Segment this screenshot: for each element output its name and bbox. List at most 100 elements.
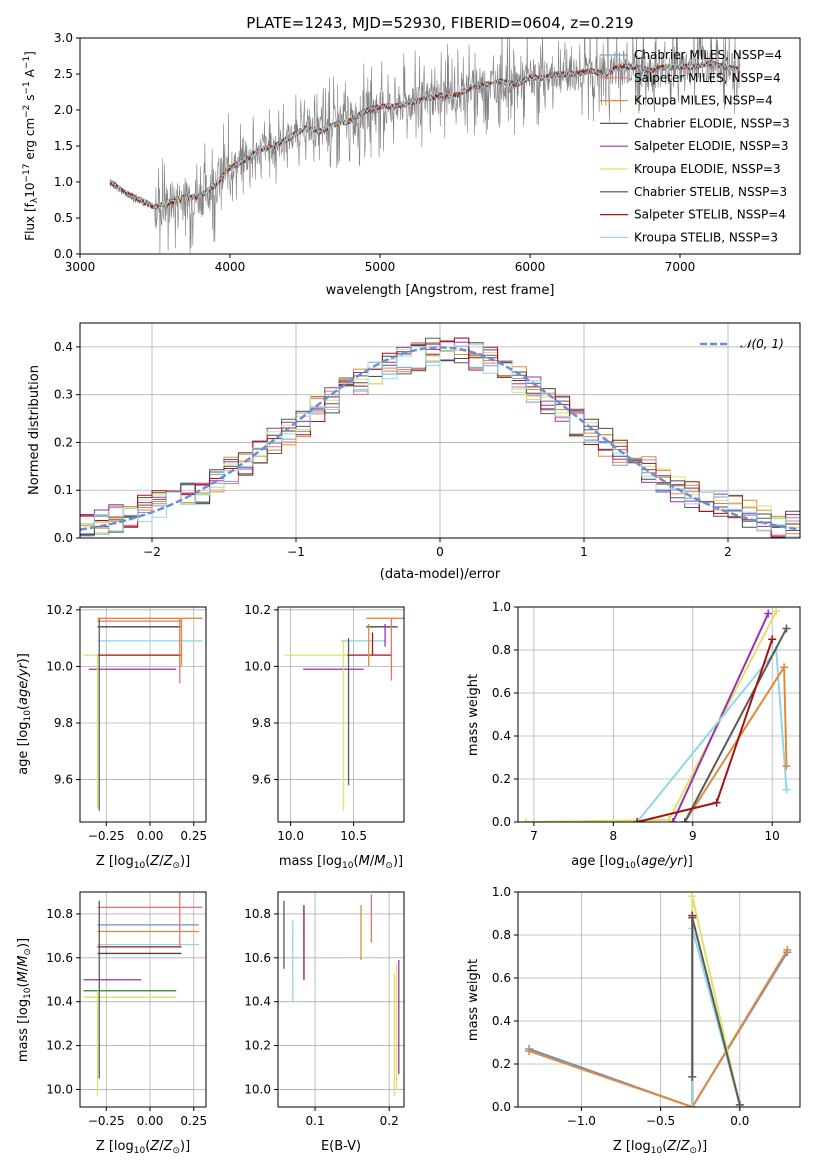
x-tick-label: 6000 [515, 260, 546, 274]
mass-vs-EBV-xlabel: E(B-V) [321, 1139, 361, 1154]
legend-label: Kroupa STELIB, NSSP=3 [634, 230, 778, 244]
y-tick-label: 10.0 [46, 1082, 73, 1096]
gaussian-curve [79, 346, 801, 531]
data-point-marker [735, 1100, 744, 1107]
y-tick-label: 0.1 [54, 483, 73, 497]
residuals-ylabel: Normed distribution [27, 365, 42, 495]
x-tick-label: 0.25 [180, 829, 207, 843]
y-tick-label: 0.8 [492, 928, 511, 942]
age-vs-Z-ylabel: age [log10(age/yr)] [16, 653, 33, 775]
data-point-marker [668, 818, 677, 822]
y-tick-label: 0.3 [54, 388, 73, 402]
data-point-marker [782, 762, 791, 771]
svg-text:mass [log10(M/M⊙)]: mass [log10(M/M⊙)] [279, 854, 403, 871]
mass-vs-Z-panel: −0.25 0.00 0.25 10.0 10.2 10.4 10.6 10.8 [46, 891, 207, 1128]
y-tick-label: 0.0 [54, 247, 73, 261]
x-tick-label: 3000 [65, 260, 96, 274]
svg-text:mass weight: mass weight [466, 959, 481, 1041]
y-tick-label: 10.8 [46, 907, 73, 921]
data-point-marker [688, 1103, 697, 1107]
data-point-marker [688, 913, 697, 922]
y-tick-label: 9.6 [54, 773, 73, 787]
y-tick-label: 10.4 [244, 995, 271, 1009]
mass-weight-line [636, 638, 774, 822]
panel-frame [79, 891, 207, 1108]
mass-weight-line [528, 951, 789, 1107]
y-tick-label: 2.0 [54, 103, 73, 117]
svg-text:age [log10(age/yr)]: age [log10(age/yr)] [571, 854, 693, 871]
x-tick-label: 0.00 [137, 829, 164, 843]
panel-marks [83, 892, 203, 1097]
data-point-marker [688, 892, 697, 901]
y-tick-label: 0.4 [54, 340, 73, 354]
panel-marks [283, 894, 400, 1097]
data-point-marker [780, 663, 789, 672]
spectrum-data-line [109, 38, 741, 254]
y-tick-label: 10.2 [46, 603, 73, 617]
y-tick-label: 0.2 [492, 772, 511, 786]
y-tick-label: 0.6 [492, 686, 511, 700]
x-tick-label: 2 [724, 545, 732, 559]
mass-vs-Z-ylabel: mass [log10(M/M⊙)] [16, 938, 33, 1062]
mass-weight-vs-age-panel: 7 8 9 10 0.0 0.2 0.4 0.6 0.8 1.0 [492, 600, 801, 843]
spectrum-xlabel: wavelength [Angstrom, rest frame] [326, 283, 555, 298]
y-tick-label: 1.5 [54, 139, 73, 153]
residuals-plot-area: −2 −1 0 1 2 0.0 0.1 0.2 0.3 0.4 [54, 323, 801, 559]
mass-weight-age-ylabel: mass weight [466, 674, 481, 756]
y-tick-label: 0.8 [492, 643, 511, 657]
data-point-marker [772, 607, 781, 616]
panel-frame [517, 891, 801, 1108]
legend-label: Kroupa MILES, NSSP=4 [634, 94, 773, 108]
mass-vs-EBV-panel: 0.1 0.2 10.0 10.2 10.4 10.6 10.8 [244, 891, 405, 1128]
spectrum-model-line [109, 61, 741, 210]
x-tick-label: 10.0 [277, 829, 304, 843]
panel-frame [277, 606, 405, 823]
data-point-marker [782, 624, 791, 633]
y-tick-label: 0.0 [492, 1100, 511, 1114]
x-tick-label: −2 [143, 545, 161, 559]
y-tick-label: 10.2 [244, 1039, 271, 1053]
gaussian-legend-label: 𝒩(0, 1) [740, 337, 784, 351]
y-tick-label: 0.0 [54, 531, 73, 545]
data-point-marker [688, 1072, 697, 1081]
x-tick-label: 10.5 [340, 829, 367, 843]
x-tick-label: 7000 [665, 260, 696, 274]
panel-frame [277, 891, 405, 1108]
x-tick-label: 0.25 [180, 1114, 207, 1128]
panel-frame [517, 606, 801, 823]
svg-text:Z [log10(Z/Z⊙)]: Z [log10(Z/Z⊙)] [613, 1139, 707, 1156]
x-tick-label: 0.1 [306, 1114, 325, 1128]
y-tick-label: 10.0 [244, 1082, 271, 1096]
svg-text:mass weight: mass weight [466, 674, 481, 756]
x-tick-label: 5000 [365, 260, 396, 274]
data-point-marker [680, 818, 689, 822]
residuals-panel: −2 −1 0 1 2 0.0 0.1 0.2 0.3 0.4 (data-model)/erro… [27, 322, 801, 582]
y-tick-label: 10.6 [46, 951, 73, 965]
panel-marks [521, 607, 791, 822]
y-tick-label: 10.0 [46, 659, 73, 673]
age-vs-mass-panel: 10.0 10.5 9.6 9.8 10.0 10.2 [244, 603, 405, 843]
legend-label: Salpeter ELODIE, NSSP=3 [634, 139, 789, 153]
svg-text:mass [log10(M/M⊙)]: mass [log10(M/M⊙)] [16, 938, 33, 1062]
residuals-xlabel: (data-model)/error [380, 567, 501, 582]
spectrum-title: PLATE=1243, MJD=52930, FIBERID=0604, z=0… [246, 14, 633, 32]
svg-text:E(B-V): E(B-V) [321, 1139, 361, 1154]
svg-text:age [log10(age/yr)]: age [log10(age/yr)] [16, 653, 33, 775]
data-point-marker [764, 609, 773, 618]
x-tick-label: −0.25 [88, 1114, 125, 1128]
spectrum-panel: PLATE=1243, MJD=52930, FIBERID=0604, z=0… [22, 14, 801, 298]
panel-marks [525, 892, 792, 1107]
mass-weight-vs-Z-panel: −1.0 −0.5 0.0 0.0 0.2 0.4 0.6 0.8 1.0 [492, 885, 801, 1128]
mass-vs-Z-xlabel: Z [log10(Z/Z⊙)] [96, 1139, 190, 1156]
age-vs-mass-xlabel: mass [log10(M/M⊙)] [279, 854, 403, 871]
residuals-legend: 𝒩(0, 1) [700, 337, 784, 351]
legend-label: Kroupa ELODIE, NSSP=3 [634, 162, 781, 176]
y-tick-label: 10.0 [244, 659, 271, 673]
x-tick-label: −1 [287, 545, 305, 559]
y-tick-label: 0.6 [492, 971, 511, 985]
y-tick-label: 0.4 [492, 729, 511, 743]
data-point-marker [782, 785, 791, 794]
x-tick-label: 0.2 [380, 1114, 399, 1128]
x-tick-label: 0.0 [730, 1114, 749, 1128]
spectrum-plot-area: 3000 4000 5000 6000 7000 0.0 0.5 1.0 1.5 2.0 2.5 3.… [54, 31, 741, 274]
